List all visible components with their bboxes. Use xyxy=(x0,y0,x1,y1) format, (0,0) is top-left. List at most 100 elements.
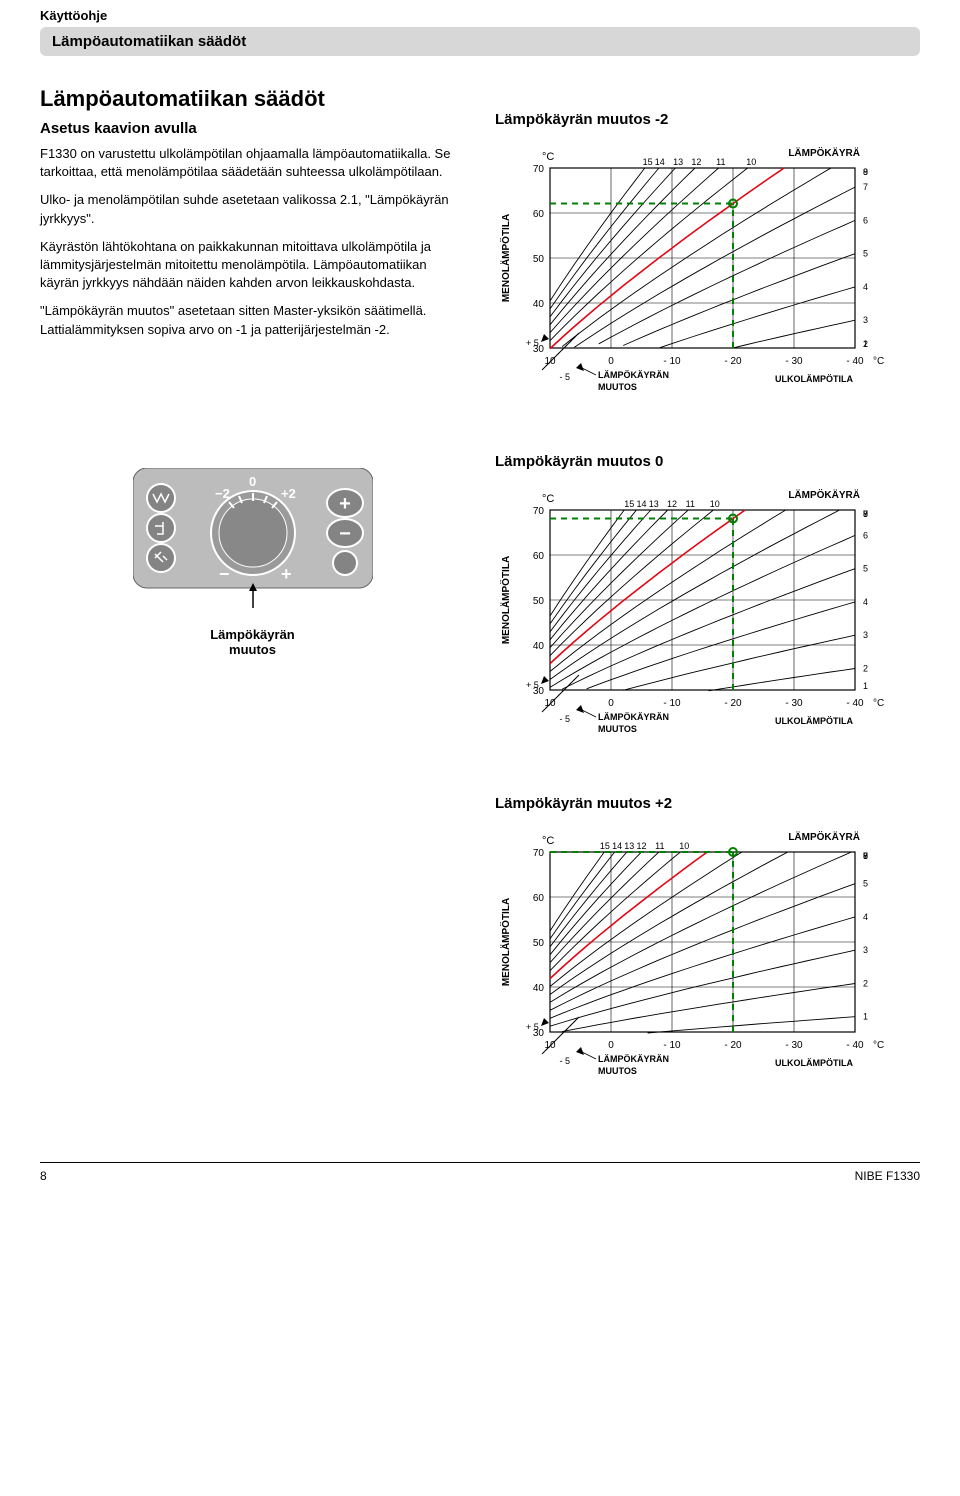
svg-text:50: 50 xyxy=(533,596,545,607)
third-row: Lämpökäyrän muutos +2 LÄMPÖKÄYRÄ°CMENOLÄ… xyxy=(40,770,920,1102)
page-number: 8 xyxy=(40,1169,47,1183)
svg-text:°C: °C xyxy=(873,356,884,367)
paragraph: "Lämpökäyrän muutos" asetetaan sitten Ma… xyxy=(40,302,465,338)
svg-text:−: − xyxy=(339,523,351,545)
svg-text:11: 11 xyxy=(716,157,725,167)
svg-text:9: 9 xyxy=(863,167,868,177)
svg-text:5: 5 xyxy=(863,249,868,259)
svg-text:40: 40 xyxy=(533,299,545,310)
svg-text:LÄMPÖKÄYRÄN: LÄMPÖKÄYRÄN xyxy=(598,1054,669,1064)
svg-text:40: 40 xyxy=(533,641,545,652)
svg-text:MENOLÄMPÖTILA: MENOLÄMPÖTILA xyxy=(499,556,512,644)
svg-text:40: 40 xyxy=(533,983,545,994)
svg-text:MUUTOS: MUUTOS xyxy=(598,1066,637,1076)
svg-text:50: 50 xyxy=(533,938,545,949)
svg-text:- 20: - 20 xyxy=(724,1040,742,1051)
svg-text:ULKOLÄMPÖTILA: ULKOLÄMPÖTILA xyxy=(775,1058,853,1068)
svg-text:70: 70 xyxy=(533,164,545,175)
chart-column: Lämpökäyrän muutos -2 LÄMPÖKÄYRÄ °C MENOLÄ… xyxy=(495,86,920,418)
svg-text:- 5: - 5 xyxy=(559,372,570,382)
svg-text:°C: °C xyxy=(873,698,884,709)
svg-text:5: 5 xyxy=(863,564,868,574)
svg-text:3: 3 xyxy=(863,630,868,640)
svg-text:−2: −2 xyxy=(215,486,230,501)
svg-text:3: 3 xyxy=(863,315,868,325)
svg-text:−: − xyxy=(219,564,230,584)
svg-text:12: 12 xyxy=(667,499,677,509)
svg-text:- 30: - 30 xyxy=(785,1040,803,1051)
svg-text:+ 5: + 5 xyxy=(526,1022,539,1032)
svg-text:11: 11 xyxy=(655,841,664,851)
svg-text:2: 2 xyxy=(863,339,868,349)
svg-text:9: 9 xyxy=(863,509,868,519)
svg-text:LÄMPÖKÄYRÄ: LÄMPÖKÄYRÄ xyxy=(788,146,860,159)
control-dial-figure: + − −2 0 +2 − + xyxy=(133,468,373,657)
chart-title-1: Lämpökäyrän muutos -2 xyxy=(495,111,920,128)
svg-text:10: 10 xyxy=(746,157,756,167)
svg-text:- 20: - 20 xyxy=(724,356,742,367)
svg-text:MENOLÄMPÖTILA: MENOLÄMPÖTILA xyxy=(499,898,512,986)
svg-text:0: 0 xyxy=(608,356,614,367)
svg-text:4: 4 xyxy=(863,282,868,292)
svg-text:9: 9 xyxy=(863,851,868,861)
svg-text:10: 10 xyxy=(710,499,720,509)
svg-text:6: 6 xyxy=(863,530,868,540)
svg-text:LÄMPÖKÄYRÄN: LÄMPÖKÄYRÄN xyxy=(598,712,669,722)
dial-svg: + − −2 0 +2 − + xyxy=(133,468,373,618)
svg-text:0: 0 xyxy=(608,698,614,709)
svg-text:4: 4 xyxy=(863,597,868,607)
svg-text:+ 5: + 5 xyxy=(526,680,539,690)
svg-text:2: 2 xyxy=(863,663,868,673)
svg-text:- 20: - 20 xyxy=(724,698,742,709)
body: Lämpöautomatiikan säädöt Asetus kaavion … xyxy=(40,86,920,1102)
product-name: NIBE F1330 xyxy=(855,1169,920,1183)
svg-text:+ 5: + 5 xyxy=(526,338,539,348)
svg-text:15: 15 xyxy=(600,841,610,851)
svg-text:- 30: - 30 xyxy=(785,356,803,367)
paragraph: Käyrästön lähtökohtana on paikkakunnan m… xyxy=(40,238,465,293)
svg-text:70: 70 xyxy=(533,506,545,517)
chart-3: LÄMPÖKÄYRÄ°CMENOLÄMPÖTILA3040506070100- … xyxy=(495,822,895,1102)
svg-text:6: 6 xyxy=(863,215,868,225)
svg-text:14: 14 xyxy=(655,157,665,167)
svg-text:60: 60 xyxy=(533,893,545,904)
svg-text:10: 10 xyxy=(679,841,689,851)
svg-text:1: 1 xyxy=(863,681,868,691)
svg-text:14: 14 xyxy=(612,841,622,851)
svg-text:+: + xyxy=(281,564,292,584)
svg-text:0: 0 xyxy=(608,1040,614,1051)
svg-text:+2: +2 xyxy=(281,486,296,501)
doc-subheader: Lämpöautomatiikan säädöt xyxy=(40,27,920,56)
svg-text:- 10: - 10 xyxy=(663,1040,681,1051)
svg-text:°C: °C xyxy=(542,151,554,163)
chart-1: LÄMPÖKÄYRÄ°CMENOLÄMPÖTILA3040506070100- … xyxy=(495,138,895,418)
section-title: Lämpöautomatiikan säädöt xyxy=(40,86,465,112)
svg-text:- 40: - 40 xyxy=(846,356,864,367)
svg-text:°C: °C xyxy=(542,493,554,505)
svg-text:- 30: - 30 xyxy=(785,698,803,709)
svg-text:MUUTOS: MUUTOS xyxy=(598,382,637,392)
svg-text:1: 1 xyxy=(863,1012,868,1022)
svg-text:13: 13 xyxy=(624,841,634,851)
svg-text:MENOLÄMPÖTILA: MENOLÄMPÖTILA xyxy=(499,214,512,302)
svg-text:50: 50 xyxy=(533,254,545,265)
svg-text:3: 3 xyxy=(863,945,868,955)
chart-title-3: Lämpökäyrän muutos +2 xyxy=(495,795,920,812)
svg-text:MUUTOS: MUUTOS xyxy=(598,724,637,734)
svg-text:ULKOLÄMPÖTILA: ULKOLÄMPÖTILA xyxy=(775,374,853,384)
top-row: Lämpöautomatiikan säädöt Asetus kaavion … xyxy=(40,86,920,418)
paragraph: Ulko- ja menolämpötilan suhde asetetaan … xyxy=(40,191,465,227)
svg-text:15: 15 xyxy=(624,499,634,509)
doc-header: Käyttöohje xyxy=(40,0,920,27)
svg-text:- 5: - 5 xyxy=(559,714,570,724)
svg-text:60: 60 xyxy=(533,551,545,562)
svg-text:4: 4 xyxy=(863,912,868,922)
svg-text:- 40: - 40 xyxy=(846,1040,864,1051)
section-subtitle: Asetus kaavion avulla xyxy=(40,120,465,137)
chart-title-2: Lämpökäyrän muutos 0 xyxy=(495,453,920,470)
svg-text:- 10: - 10 xyxy=(663,356,681,367)
footer: 8 NIBE F1330 xyxy=(40,1162,920,1183)
svg-text:- 5: - 5 xyxy=(559,1056,570,1066)
svg-text:70: 70 xyxy=(533,848,545,859)
svg-text:°C: °C xyxy=(542,835,554,847)
